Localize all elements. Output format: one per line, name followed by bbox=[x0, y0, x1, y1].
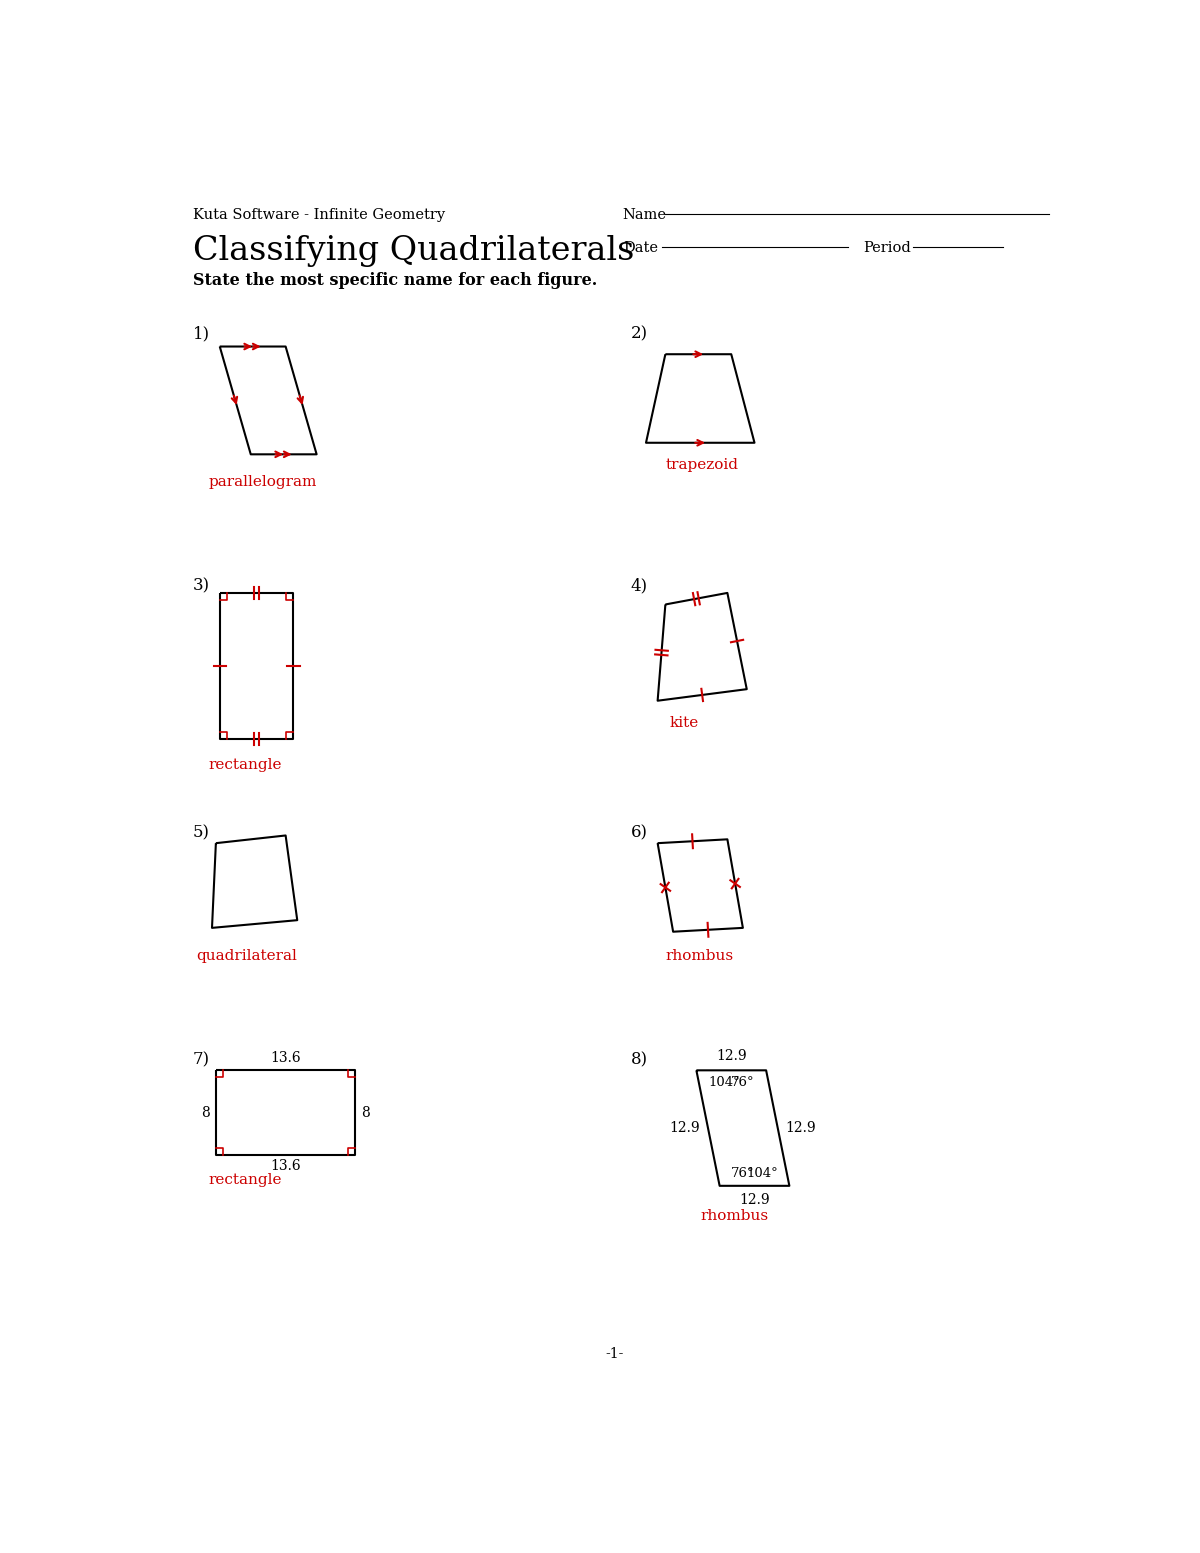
Text: 1): 1) bbox=[193, 326, 210, 343]
Text: Date: Date bbox=[623, 241, 658, 255]
Text: rectangle: rectangle bbox=[208, 758, 282, 772]
Text: quadrilateral: quadrilateral bbox=[197, 949, 298, 963]
Text: -1-: -1- bbox=[606, 1346, 624, 1360]
Text: 8: 8 bbox=[200, 1106, 210, 1120]
Text: 12.9: 12.9 bbox=[739, 1193, 770, 1207]
Text: kite: kite bbox=[670, 716, 698, 730]
Text: 104°: 104° bbox=[746, 1168, 778, 1180]
Text: parallelogram: parallelogram bbox=[208, 475, 317, 489]
Text: 7): 7) bbox=[193, 1051, 210, 1068]
Text: 8): 8) bbox=[630, 1051, 648, 1068]
Text: 76°: 76° bbox=[731, 1076, 755, 1089]
Text: 8: 8 bbox=[361, 1106, 371, 1120]
Text: 104°: 104° bbox=[708, 1076, 739, 1089]
Text: rhombus: rhombus bbox=[665, 949, 733, 963]
Text: 76°: 76° bbox=[731, 1168, 755, 1180]
Text: 13.6: 13.6 bbox=[270, 1051, 301, 1065]
Text: 3): 3) bbox=[193, 578, 210, 595]
Text: 2): 2) bbox=[630, 326, 648, 343]
Text: 5): 5) bbox=[193, 825, 210, 840]
Text: Name: Name bbox=[623, 208, 667, 222]
Text: 13.6: 13.6 bbox=[270, 1159, 301, 1173]
Text: Kuta Software - Infinite Geometry: Kuta Software - Infinite Geometry bbox=[193, 208, 445, 222]
Text: trapezoid: trapezoid bbox=[665, 458, 738, 472]
Text: 6): 6) bbox=[630, 825, 648, 840]
Text: State the most specific name for each figure.: State the most specific name for each fi… bbox=[193, 272, 596, 289]
Text: 4): 4) bbox=[630, 578, 648, 595]
Text: rhombus: rhombus bbox=[701, 1208, 768, 1222]
Text: 12.9: 12.9 bbox=[786, 1121, 816, 1135]
Text: Classifying Quadrilaterals: Classifying Quadrilaterals bbox=[193, 235, 634, 267]
Text: rectangle: rectangle bbox=[208, 1173, 282, 1186]
Text: 12.9: 12.9 bbox=[670, 1121, 701, 1135]
Text: 12.9: 12.9 bbox=[716, 1050, 746, 1064]
Text: Period: Period bbox=[863, 241, 911, 255]
